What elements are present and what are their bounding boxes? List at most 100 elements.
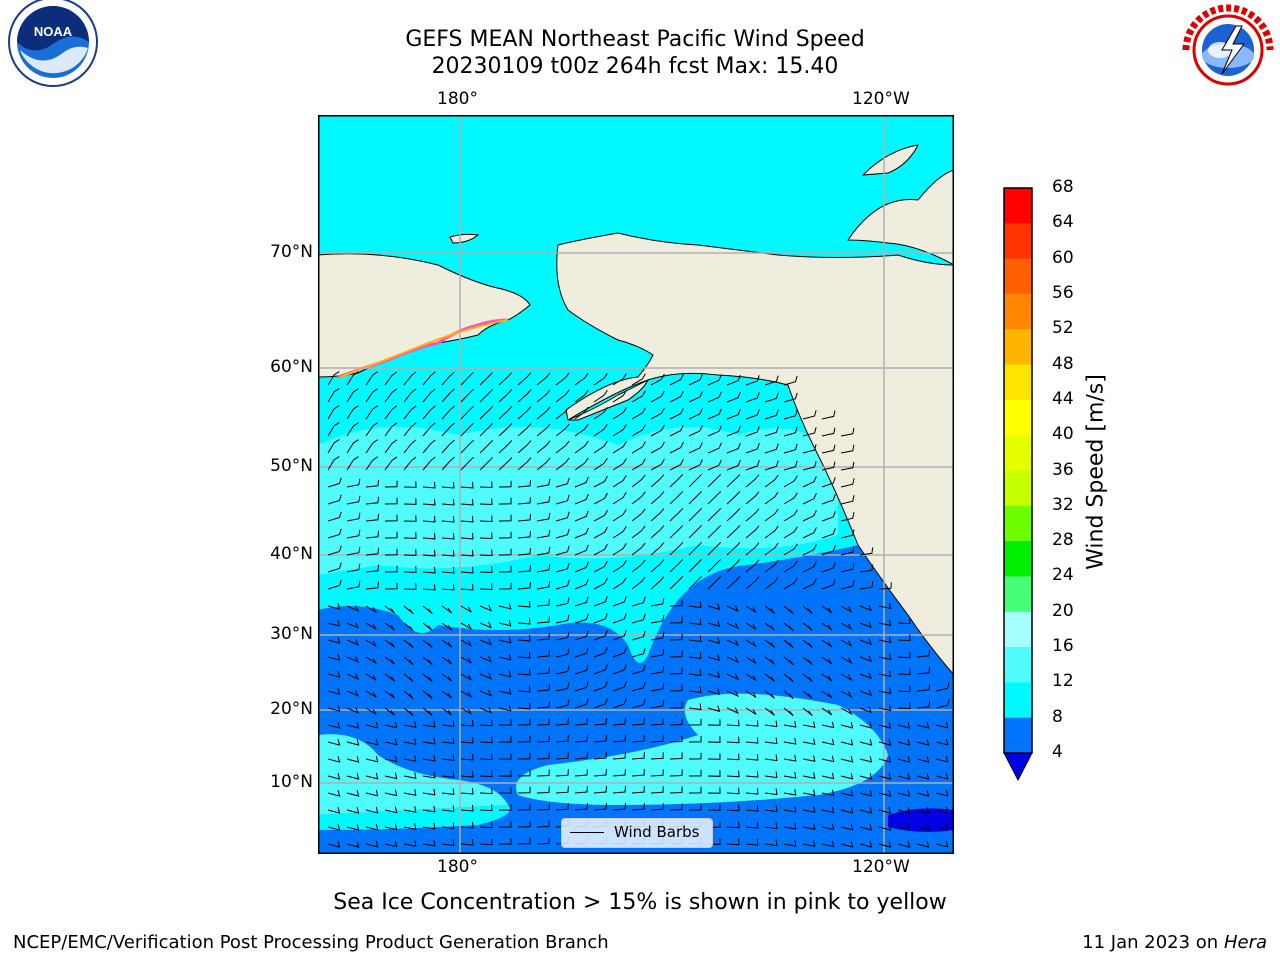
wind-barb xyxy=(593,664,608,675)
wind-barb xyxy=(460,821,474,829)
wind-barb xyxy=(802,476,817,488)
wind-barb xyxy=(745,720,759,727)
wind-barb xyxy=(726,770,740,778)
wind-barb xyxy=(669,576,684,590)
wind-barb xyxy=(441,499,455,506)
wind-barb xyxy=(612,613,627,624)
wind-barb xyxy=(764,491,779,505)
wind-barb xyxy=(365,772,379,780)
wind-barb xyxy=(859,564,874,573)
wind-barb xyxy=(707,374,722,386)
wind-barb xyxy=(479,638,493,646)
lat-label-50n: 50°N xyxy=(270,456,313,476)
wind-barb xyxy=(840,512,855,522)
wind-barb xyxy=(707,688,721,696)
wind-barb xyxy=(574,423,589,437)
wind-barb xyxy=(498,389,513,403)
lon-label-bottom-120w: 120°W xyxy=(852,857,910,877)
wind-barb xyxy=(612,458,627,471)
wind-barb xyxy=(650,424,665,437)
wind-barb xyxy=(403,772,417,779)
wind-barb xyxy=(821,673,833,682)
wind-barb xyxy=(574,510,589,522)
wind-barb xyxy=(365,422,378,437)
wind-barb xyxy=(897,773,911,780)
wind-barb xyxy=(517,735,531,743)
wind-barb xyxy=(612,577,627,590)
wind-barb xyxy=(802,789,816,796)
wind-barb xyxy=(555,665,570,675)
wind-barb xyxy=(612,407,627,420)
wind-barb xyxy=(802,510,817,522)
wind-barb xyxy=(536,667,550,675)
wind-barb xyxy=(441,622,453,631)
wind-barb xyxy=(574,681,589,692)
wind-barb xyxy=(555,528,570,539)
wind-barb xyxy=(479,753,493,761)
wind-barb xyxy=(555,803,569,811)
wind-barb xyxy=(479,706,493,714)
wind-barb xyxy=(688,703,702,711)
graticule xyxy=(318,115,954,854)
wind-barb xyxy=(650,699,665,709)
wind-barb xyxy=(631,525,646,539)
wind-barb xyxy=(764,542,779,556)
wind-barb xyxy=(878,636,892,644)
wind-barb xyxy=(783,543,798,556)
wind-barb xyxy=(897,790,911,797)
wind-barb xyxy=(346,739,360,746)
wind-barb xyxy=(517,440,532,454)
wind-barb xyxy=(688,425,703,437)
wind-barb xyxy=(327,790,341,797)
wind-barb xyxy=(669,525,684,539)
wind-barb xyxy=(479,371,494,386)
wind-barb xyxy=(783,492,798,505)
wind-barb xyxy=(840,690,853,699)
wind-barb xyxy=(422,422,436,437)
wind-barb xyxy=(441,771,455,778)
footer-date: 11 Jan 2023 on Hera xyxy=(1082,932,1267,953)
colorbar-extend-triangle xyxy=(1003,752,1033,782)
wind-barb xyxy=(460,532,474,540)
wind-barb xyxy=(593,458,608,471)
wind-barb xyxy=(650,769,664,777)
wind-barb xyxy=(517,752,531,760)
wind-barb xyxy=(384,673,395,682)
wind-barb xyxy=(384,823,398,831)
footer-credit: NCEP/EMC/Verification Post Processing Pr… xyxy=(13,932,609,953)
wind-barb xyxy=(403,690,414,700)
wind-barb xyxy=(555,406,570,420)
wind-barb xyxy=(707,671,721,679)
wind-barb xyxy=(479,481,493,489)
wind-barb xyxy=(726,576,741,590)
wind-barb xyxy=(669,735,683,743)
wind-barb xyxy=(422,566,436,574)
wind-barb xyxy=(859,773,873,780)
wind-barb xyxy=(840,622,853,631)
wind-barb xyxy=(593,526,608,539)
wind-barb xyxy=(536,580,551,590)
wind-barb xyxy=(365,690,377,698)
wind-barb xyxy=(631,390,646,403)
wind-barb xyxy=(688,507,703,522)
wind-barb xyxy=(783,526,798,539)
wind-barb xyxy=(688,652,702,660)
wind-barb xyxy=(650,597,665,607)
wind-barb xyxy=(669,752,683,760)
wind-barb xyxy=(555,562,570,573)
wind-barb xyxy=(365,840,379,848)
wind-barb xyxy=(327,824,341,831)
wind-barb xyxy=(441,720,455,727)
colorbar-tick-label: 32 xyxy=(1052,494,1074,515)
wind-barb xyxy=(745,491,760,505)
wind-barb xyxy=(593,390,608,403)
wind-barb xyxy=(574,596,589,607)
wind-barb xyxy=(327,579,342,590)
colorbar-tick-label: 36 xyxy=(1052,459,1074,480)
wind-barb xyxy=(441,707,453,716)
wind-barb xyxy=(593,441,608,454)
wind-barb xyxy=(441,482,455,489)
wind-barb xyxy=(441,550,455,557)
wind-barb xyxy=(384,548,398,556)
wind-barb xyxy=(783,426,798,437)
